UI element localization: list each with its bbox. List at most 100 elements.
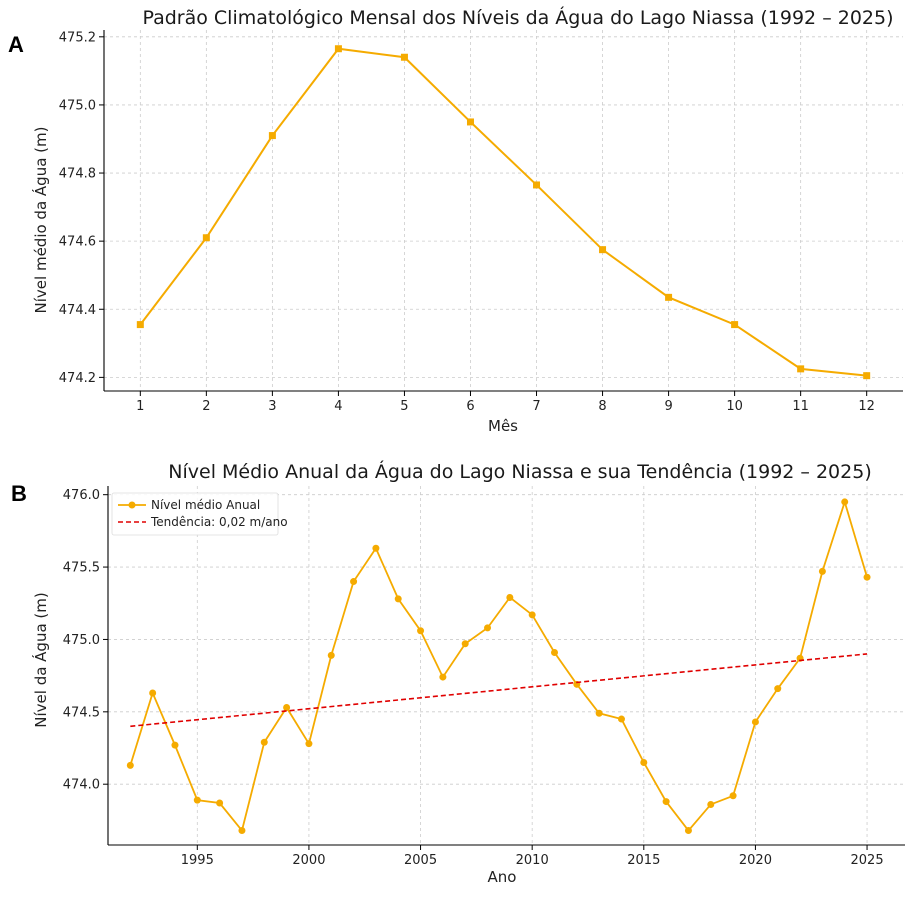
monthly-series [136,45,871,380]
annual-x-axis-label: Ano [488,868,517,886]
annual-point [216,799,224,807]
annual-mean-line [129,498,868,833]
panel-b-letter: B [11,481,27,506]
annual-point [774,685,782,693]
monthly-point [334,45,342,53]
monthly-x-tick-label: 7 [532,399,540,414]
monthly-y-tick-label: 474.8 [59,167,96,182]
panel-a-letter: A [8,32,24,57]
annual-point [193,796,201,804]
monthly-x-tick-label: 5 [400,399,408,414]
monthly-y-tick-label: 474.4 [59,303,96,318]
legend-annual-label: Nível médio Anual [151,498,260,512]
annual-point [394,595,402,603]
legend-box [111,492,279,536]
monthly-y-ticks: 474.2 474.4 474.6 474.8 475.0 475.2 [59,30,104,386]
monthly-y-tick-label: 475.2 [59,30,96,45]
monthly-x-tick-label: 9 [664,399,672,414]
monthly-point [533,181,541,189]
annual-x-tick-label: 2020 [739,853,772,868]
monthly-point [202,234,210,242]
annual-y-ticks: 474.0 474.5 475.0 475.5 476.0 [63,488,108,793]
annual-point [260,738,268,746]
monthly-x-tick-label: 1 [136,399,144,414]
monthly-x-ticks: 1 2 3 4 5 6 7 8 9 10 11 12 [136,391,875,414]
annual-chart: Nível Médio Anual da Água do Lago Niassa… [31,460,905,886]
annual-point [417,627,425,635]
monthly-point [863,372,871,380]
annual-point [684,827,692,835]
annual-point [528,611,536,619]
annual-grid [108,486,905,845]
annual-point [662,798,670,806]
annual-y-tick-label: 475.0 [63,633,100,648]
annual-y-tick-label: 474.0 [63,778,100,793]
monthly-x-tick-label: 2 [202,399,210,414]
monthly-mean-line [139,47,867,377]
annual-chart-title: Nível Médio Anual da Água do Lago Niassa… [168,460,871,483]
monthly-point [797,365,805,373]
annual-x-tick-label: 2000 [292,853,325,868]
annual-y-tick-label: 476.0 [63,488,100,503]
annual-point [350,578,358,586]
annual-point [461,640,469,648]
annual-point [751,718,759,726]
annual-point [595,709,603,717]
monthly-point [731,321,739,329]
annual-point [707,800,715,808]
annual-point [283,703,291,711]
monthly-x-tick-label: 6 [466,399,474,414]
monthly-grid [104,30,903,391]
monthly-point [665,293,673,301]
annual-x-tick-label: 2015 [627,853,660,868]
annual-x-tick-label: 2025 [851,853,884,868]
monthly-point [268,132,276,140]
annual-point [305,740,313,748]
monthly-y-tick-label: 474.6 [59,235,96,250]
annual-legend: Nível médio Anual Tendência: 0,02 m/ano [111,492,288,536]
annual-point [327,651,335,659]
annual-point [841,498,849,506]
annual-point [149,689,157,697]
annual-point [372,544,380,552]
monthly-y-axis-label: Nível médio da Água (m) [31,127,50,314]
annual-point [550,648,558,656]
annual-x-tick-label: 1995 [181,853,214,868]
monthly-point [400,53,408,61]
annual-point [818,567,826,575]
annual-point [640,758,648,766]
annual-point [729,792,737,800]
monthly-x-tick-label: 3 [268,399,276,414]
annual-x-tick-label: 2005 [404,853,437,868]
annual-point [484,624,492,632]
annual-point [863,573,871,581]
monthly-chart: Padrão Climatológico Mensal dos Níveis d… [31,6,903,435]
monthly-x-tick-label: 8 [598,399,606,414]
monthly-x-tick-label: 11 [792,399,809,414]
monthly-y-tick-label: 474.2 [59,371,96,386]
annual-x-tick-label: 2010 [516,853,549,868]
annual-point [617,715,625,723]
monthly-chart-title: Padrão Climatológico Mensal dos Níveis d… [142,6,893,29]
legend-annual-marker [128,501,136,509]
monthly-y-tick-label: 475.0 [59,98,96,113]
monthly-x-tick-label: 4 [334,399,342,414]
annual-y-axis-label: Nível da Água (m) [31,592,50,727]
annual-point [171,741,179,749]
annual-point [126,761,134,769]
annual-point [238,827,246,835]
trend-line [130,653,868,728]
monthly-point [466,118,474,126]
annual-y-tick-label: 474.5 [63,705,100,720]
annual-point [506,593,514,601]
monthly-point [599,246,607,254]
monthly-x-tick-label: 10 [726,399,743,414]
monthly-point [136,321,144,329]
annual-point [439,673,447,681]
annual-y-tick-label: 475.5 [63,561,100,576]
annual-series [126,498,871,835]
monthly-x-tick-label: 12 [858,399,875,414]
legend-trend-label: Tendência: 0,02 m/ano [150,515,288,529]
monthly-x-axis-label: Mês [488,417,518,435]
